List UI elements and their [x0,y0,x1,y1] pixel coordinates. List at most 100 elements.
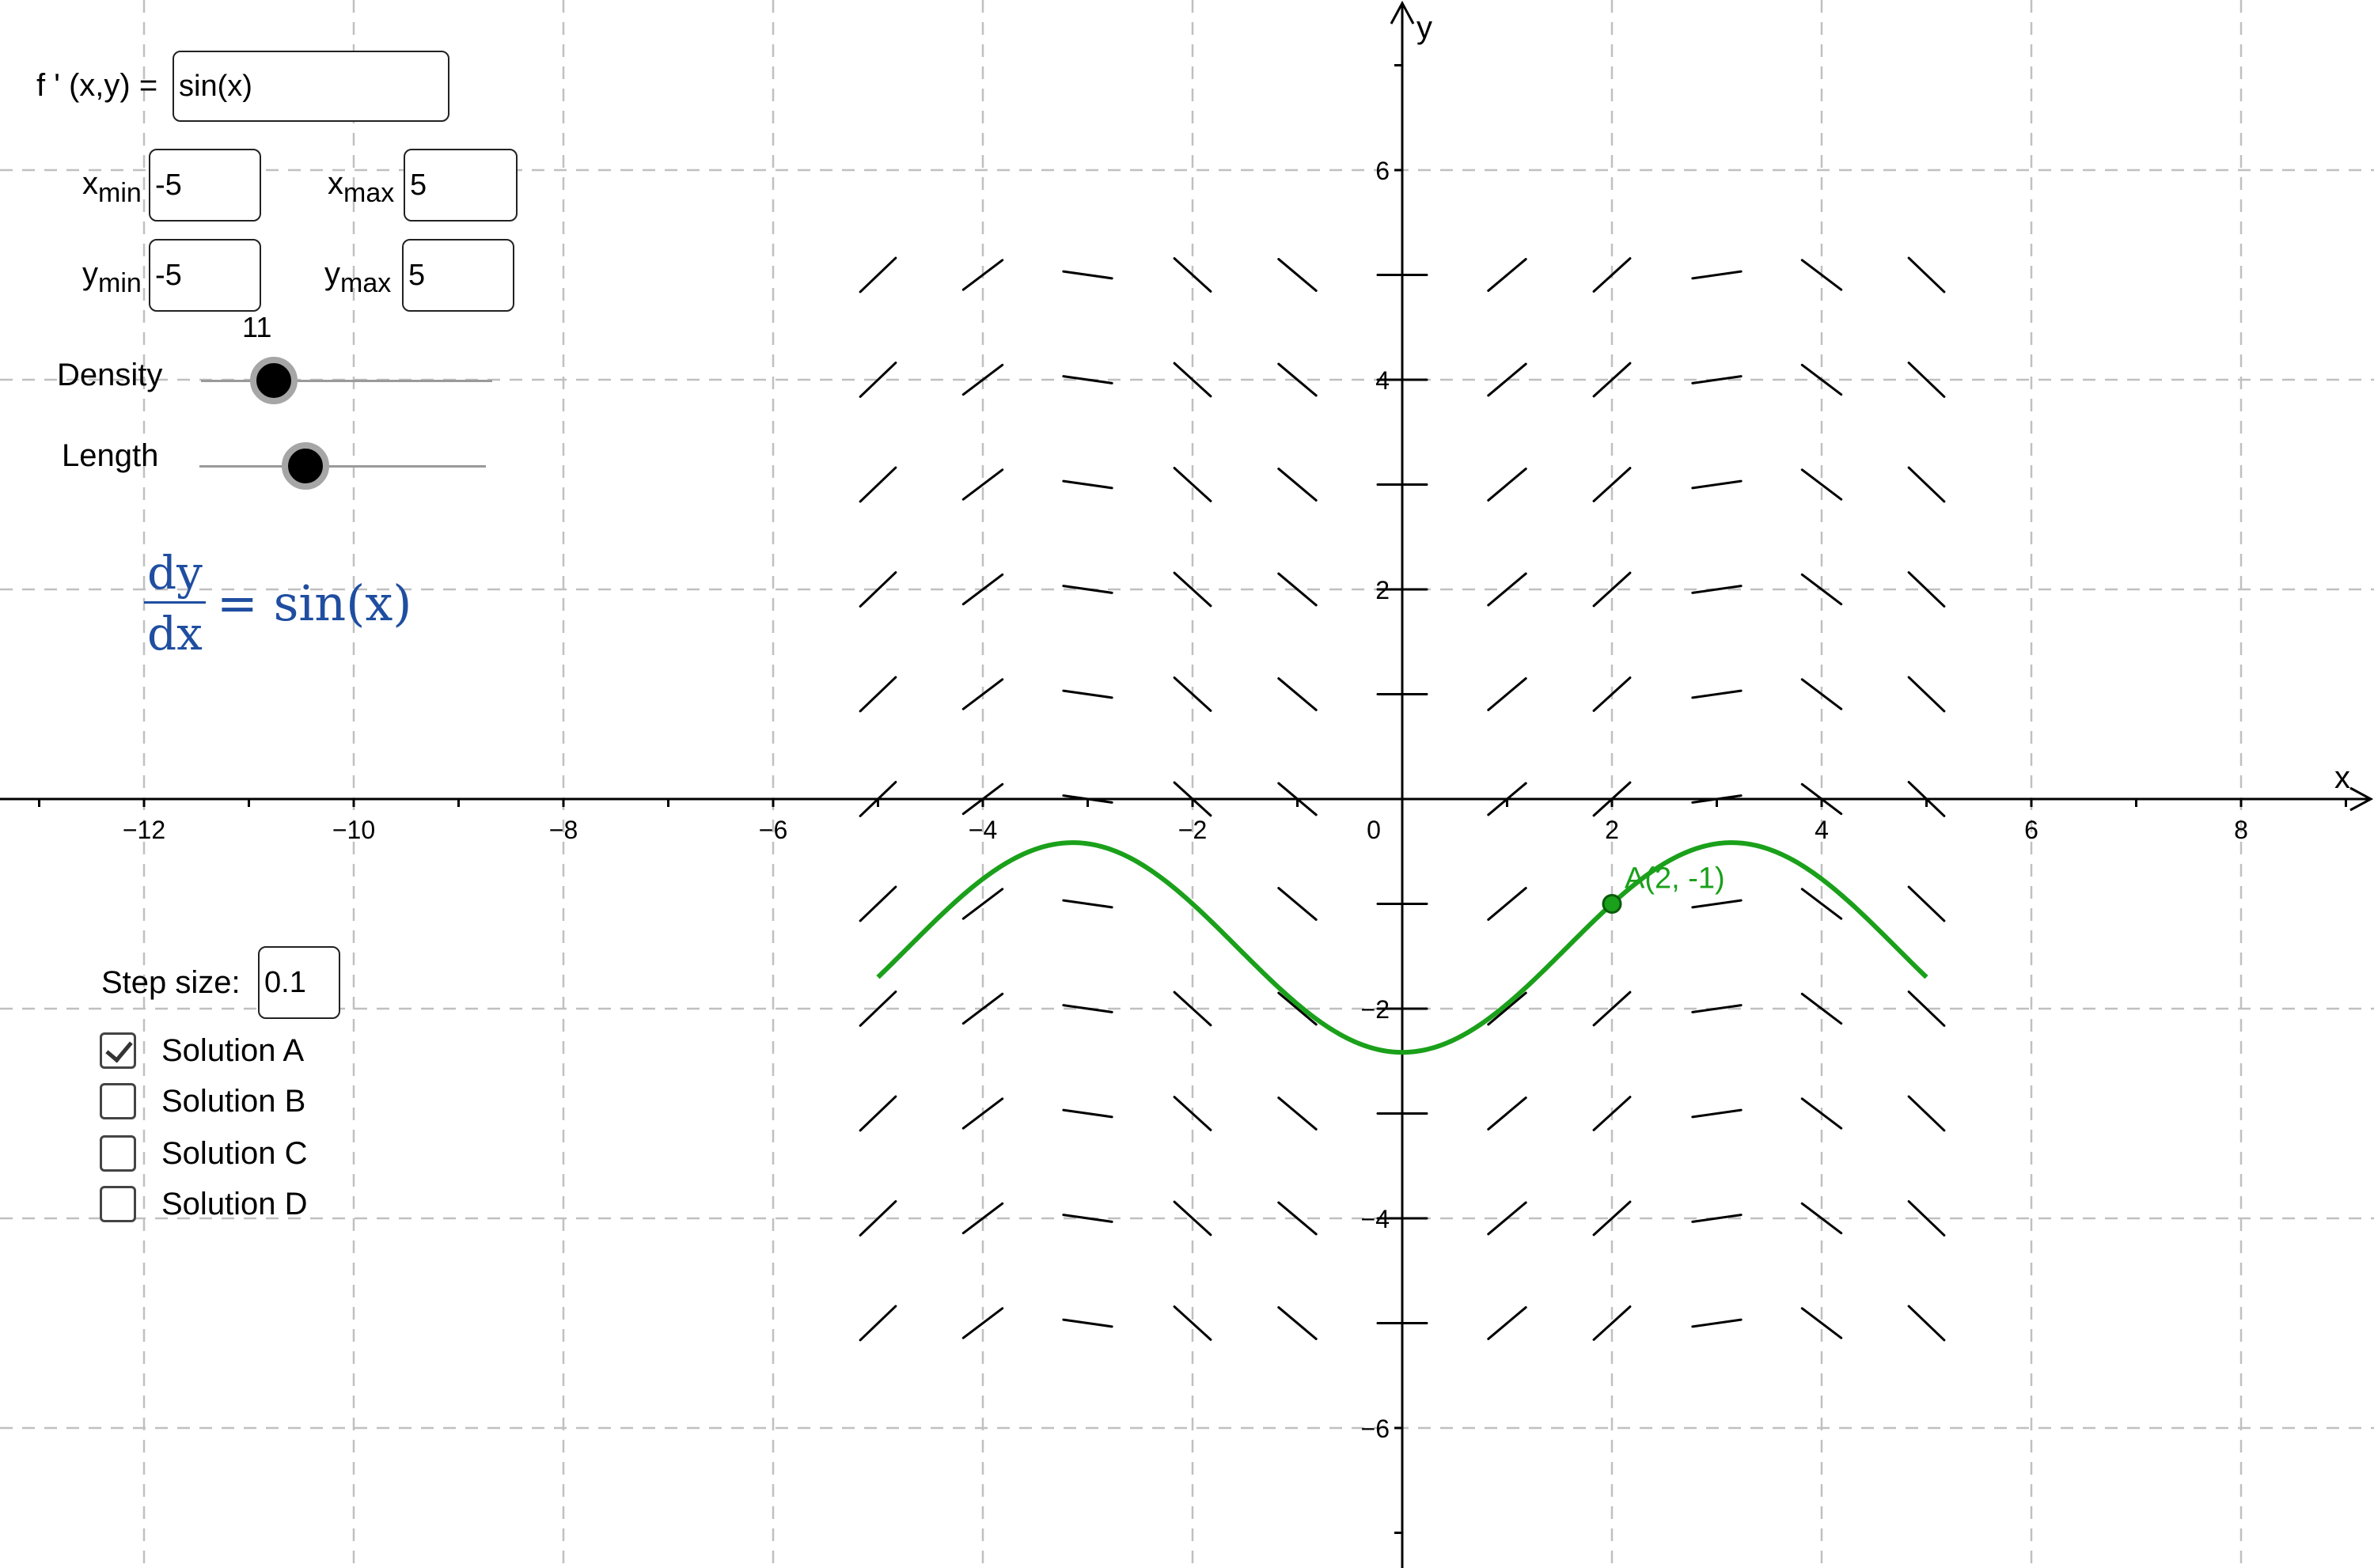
solution-b-checkbox[interactable] [100,1083,136,1119]
slope-segment [1173,1305,1212,1341]
step-size-input[interactable]: 0.1 [258,946,340,1019]
solution-c-checkbox[interactable] [100,1135,136,1172]
solution-d-label: Solution D [161,1186,308,1221]
slope-segment [1487,572,1527,607]
slope-segment [859,781,897,817]
ymin-sub: min [98,268,142,298]
slope-segment [1173,990,1212,1027]
slope-segment [1592,571,1632,608]
slope-segment [1592,1096,1632,1131]
slope-segment [1592,781,1632,817]
slope-segment [1691,689,1743,699]
length-slider-knob[interactable] [281,442,329,490]
slope-segment [859,676,897,713]
slope-segment [1907,781,1946,817]
xmax-input[interactable]: 5 [404,149,518,222]
slope-segment [1062,1318,1113,1328]
y-tick-label: −6 [1361,1415,1390,1443]
slope-segment [961,468,1004,501]
slope-segment [1487,991,1527,1026]
y-axis-arrow [1390,0,1415,25]
xmin-sub: min [98,178,142,208]
slope-segment [1062,479,1113,490]
solution-layer: A(2, -1) [876,840,1928,1055]
slope-segment [1691,270,1743,280]
slope-segment [1487,1096,1527,1131]
slope-segment [1800,573,1843,606]
solution-d-checkbox[interactable] [100,1186,136,1222]
solution-d-row[interactable]: Solution D [100,1184,308,1225]
slope-segment [1487,887,1527,921]
slope-segment [1173,676,1212,712]
slope-segment [1277,1201,1318,1236]
slope-segment [1800,782,1843,816]
x-tick-label: −8 [549,816,578,844]
slope-segment [859,571,897,608]
density-label: Density [57,358,163,392]
ymax-sub: max [340,268,392,298]
slope-segment [1487,1201,1527,1236]
slope-segment [1173,1096,1212,1131]
slope-segment [1487,1306,1527,1340]
slope-segment [859,362,897,398]
slope-segment [1800,992,1843,1025]
point-a[interactable] [1602,894,1622,914]
slope-segment [1173,781,1212,817]
y-tick-label: 6 [1375,157,1390,185]
slope-segment [1062,585,1113,594]
slope-segment [1487,362,1527,397]
slope-segment [1592,676,1632,712]
xmax-label: xmax [328,168,394,206]
density-slider-track[interactable] [201,380,492,382]
xmin-letter: x [82,166,98,201]
slope-segment [1800,888,1843,920]
slope-segment [961,573,1004,606]
slope-segment [1691,1108,1743,1119]
x-tick-label: −10 [332,816,375,844]
solution-c-label: Solution C [161,1135,308,1171]
slope-segment [1800,678,1843,710]
slope-segment [1487,677,1527,711]
slope-segment [859,466,897,503]
slope-segment [1062,1108,1113,1119]
solution-b-row[interactable]: Solution B [100,1081,305,1122]
xmin-input[interactable]: -5 [149,149,261,222]
slope-segment [859,1095,897,1132]
slope-segment [1277,677,1318,711]
slope-segment [1907,256,1946,294]
ymin-letter: y [82,256,98,291]
ymax-input[interactable]: 5 [402,239,514,312]
x-tick-label: −2 [1178,816,1207,844]
x-tick-label: 8 [2234,816,2248,844]
slope-segment [1062,899,1113,909]
y-axis-label: y [1416,10,1432,45]
slope-segment [1173,571,1212,608]
slope-segment [1691,375,1743,384]
slope-segment [1907,1200,1946,1237]
ymin-label: ymin [82,256,142,297]
slope-segment [1592,257,1632,293]
slope-segment [1592,467,1632,502]
slope-segment [1277,887,1318,921]
x-tick-label: −12 [123,816,165,844]
length-slider-track[interactable] [199,465,486,468]
slope-segment [1907,362,1946,398]
equation-numerator: dy [144,546,206,604]
slope-segment [1592,362,1632,398]
slope-segment [1173,1200,1212,1237]
fprime-input[interactable]: sin(x) [173,51,449,122]
point-a-label: A(2, -1) [1625,862,1725,896]
slope-segment [1062,270,1113,280]
density-slider-knob[interactable] [250,357,298,404]
slope-segment [1800,1307,1843,1339]
ymin-input[interactable]: -5 [149,239,261,312]
slope-segment [961,992,1004,1025]
solution-a-row[interactable]: Solution A [100,1030,304,1071]
solution-c-row[interactable]: Solution C [100,1133,308,1174]
solution-a-checkbox[interactable] [100,1032,136,1069]
ymax-label: ymax [324,258,391,297]
slope-segment [1800,468,1843,501]
density-value: 11 [242,311,272,343]
